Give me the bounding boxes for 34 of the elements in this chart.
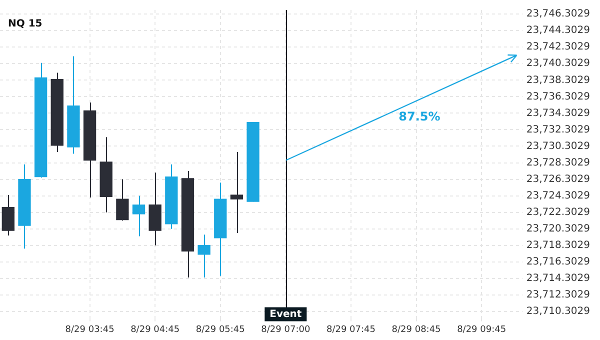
y-tick-label: 23,728.3029: [526, 157, 590, 168]
y-tick-label: 23,712.3029: [526, 289, 590, 300]
ref-line-label: Event: [270, 308, 302, 320]
y-tick-label: 23,736.3029: [526, 91, 590, 102]
candlestick: [132, 195, 146, 237]
y-tick-label: 23,744.3029: [526, 25, 590, 36]
y-tick-label: 23,726.3029: [526, 174, 590, 185]
y-tick-label: 23,718.3029: [526, 240, 590, 251]
y-tick-label: 23,732.3029: [526, 124, 590, 136]
x-tick-label: 8/29 04:45: [130, 324, 180, 335]
y-tick-label: 23,742.3029: [526, 42, 590, 53]
y-tick-label: 23,710.3029: [526, 306, 590, 317]
x-tick-label: 8/29 09:45: [457, 324, 506, 335]
x-tick-label: 8/29 07:00: [261, 324, 310, 335]
y-tick-label: 23,740.3029: [526, 58, 590, 70]
x-tick-label: 8/29 03:45: [65, 324, 114, 335]
y-tick-label: 23,746.3029: [526, 8, 590, 20]
candlestick: [2, 194, 14, 236]
y-tick-label: 23,724.3029: [526, 190, 590, 202]
y-tick-label: 23,734.3029: [526, 108, 590, 119]
y-tick-label: 23,722.3029: [526, 206, 590, 218]
x-tick-label: 8/29 08:45: [392, 324, 441, 335]
y-tick-label: 23,730.3029: [526, 140, 590, 152]
text: NQ 15: [8, 18, 42, 30]
y-tick-label: 23,720.3029: [526, 223, 590, 234]
x-tick-label: 8/29 05:45: [196, 324, 245, 335]
y-tick-label: 23,738.3029: [526, 74, 590, 86]
x-tick-label: 8/29 07:45: [326, 324, 376, 335]
candlestick: [116, 178, 129, 222]
annotation: 87.5%: [398, 110, 440, 124]
y-tick-label: 23,714.3029: [526, 272, 590, 284]
y-tick-label: 23,716.3029: [526, 256, 590, 268]
candlestick: [230, 152, 244, 234]
candlestick: [198, 234, 210, 278]
